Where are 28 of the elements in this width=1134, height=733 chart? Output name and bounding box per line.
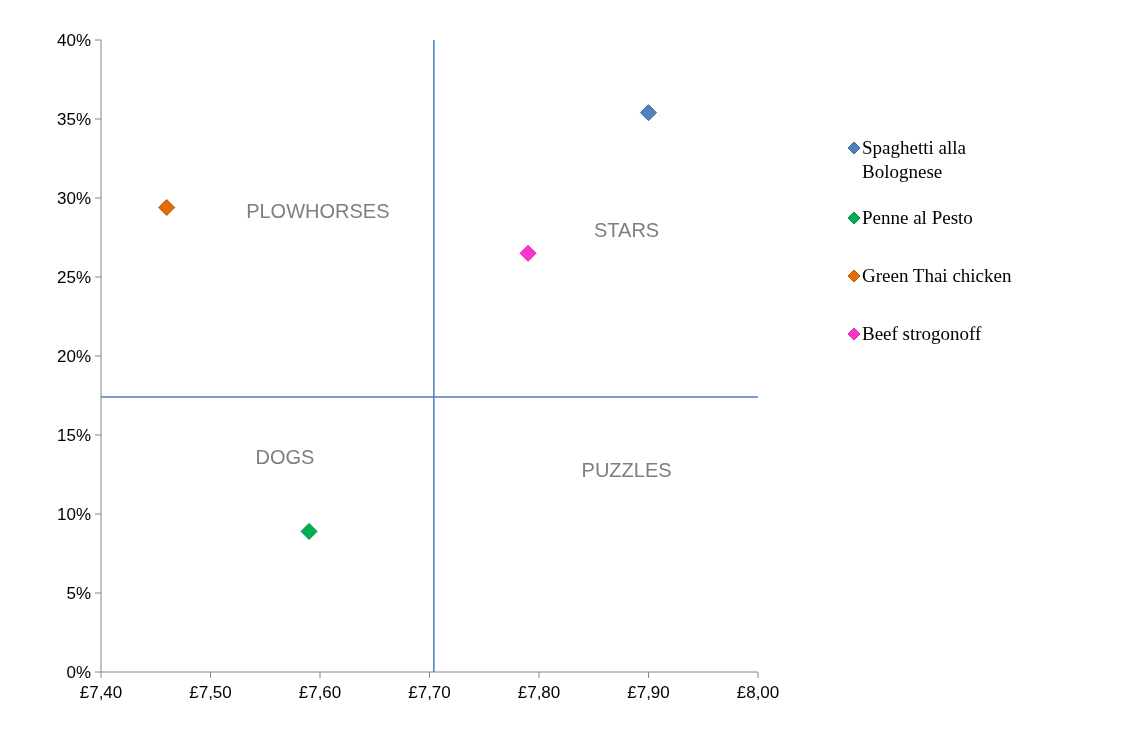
y-tick-label: 10%	[56, 505, 91, 524]
point	[519, 244, 537, 262]
legend-label: Green Thai chicken	[862, 265, 1012, 286]
x-tick-label: £7,60	[298, 683, 342, 702]
annotation: STARS	[594, 218, 660, 241]
x-tick-label: £7,90	[627, 683, 670, 702]
y-tick-label: 20%	[56, 347, 91, 366]
y-tick-label: 0%	[66, 663, 91, 682]
x-tick-label: £7,50	[189, 683, 232, 702]
legend-label: Penne al Pesto	[862, 207, 973, 228]
y-tick-label: 15%	[56, 426, 91, 445]
point	[300, 522, 318, 540]
annotation: PUZZLES	[581, 458, 672, 481]
y-tick-label: 40%	[56, 31, 91, 50]
x-tick-label: £7,80	[517, 683, 561, 702]
annotation: PLOWHORSES	[246, 199, 390, 222]
legend-label: Spaghetti alla Bolognese	[862, 137, 967, 182]
x-tick-label: £8,00	[736, 683, 780, 702]
x-tick-label: £7,70	[408, 683, 451, 702]
annotation: DOGS	[255, 446, 315, 469]
point	[640, 104, 657, 122]
legend-label: Beef strogonoff	[862, 323, 983, 344]
y-tick-label: 30%	[56, 189, 91, 208]
x-tick-label: £7,40	[79, 683, 123, 702]
point	[158, 198, 176, 216]
y-tick-label: 25%	[56, 268, 91, 287]
y-tick-label: 5%	[66, 584, 91, 603]
y-tick-label: 35%	[56, 110, 91, 129]
